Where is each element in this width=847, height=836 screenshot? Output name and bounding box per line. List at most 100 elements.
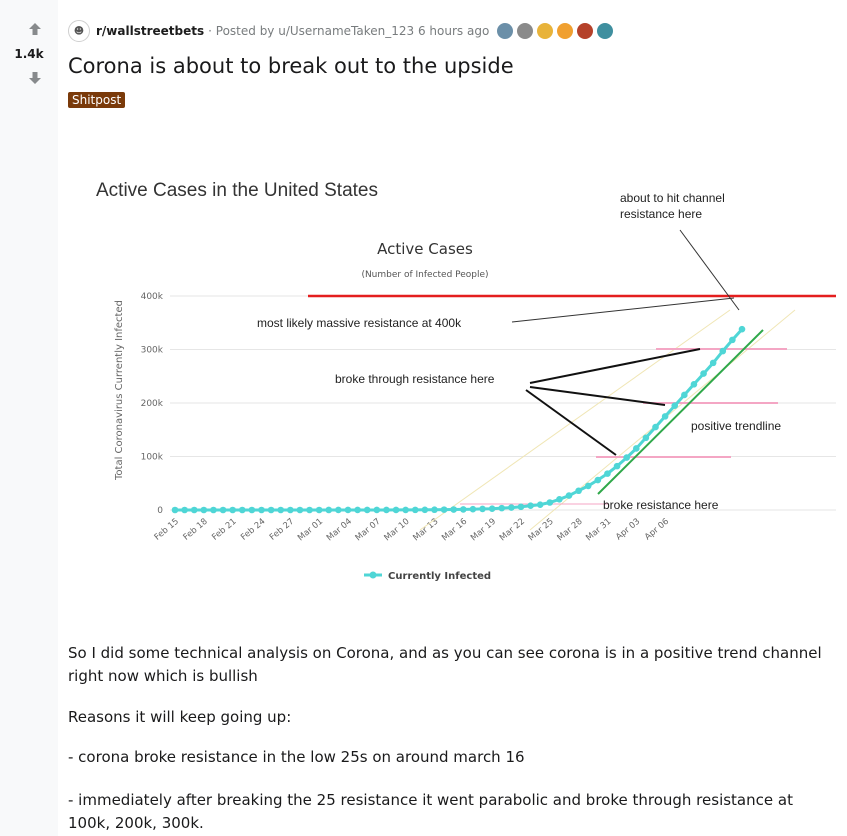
annotation-broke-resistance: broke resistance here [603,498,719,512]
data-point [623,454,630,461]
data-point [277,506,285,514]
x-tick-label: Feb 24 [239,517,267,543]
data-point [690,380,698,388]
data-point [681,391,688,399]
arrow-channel [679,229,740,311]
data-point [536,501,544,508]
vote-count: 1.4k [14,47,44,61]
data-point [556,496,563,503]
subreddit-link[interactable]: r/wallstreetbets [96,24,205,38]
data-point [642,434,650,442]
data-point [508,504,515,511]
annotation-massive: most likely massive resistance at 400k [257,316,462,330]
data-point [450,506,457,513]
data-point [460,506,467,513]
series-currently-infected [171,325,746,514]
data-point [373,506,381,514]
channel-upper-line [419,309,731,531]
data-point [738,325,746,333]
x-tick-label: Mar 22 [498,517,527,544]
arrow-broke-200k [529,386,666,406]
data-point [383,506,390,514]
y-axis-label: Total Coronavirus Currently Infected [114,300,125,481]
y-tick-label: 400k [141,292,164,302]
data-point [488,505,496,512]
data-point [210,506,217,514]
data-point [258,506,265,514]
arrow-massive [511,297,735,323]
body-paragraph-2: Reasons it will keep going up: [68,708,292,726]
chart-subtitle: (Number of Infected People) [361,270,488,280]
arrow-broke-100k [525,389,617,456]
data-point [546,499,554,506]
data-point [469,505,477,513]
data-point [229,506,236,514]
data-point [700,370,707,377]
post-image[interactable]: Active Cases in the United States Active… [60,160,847,600]
x-tick-label: Mar 04 [325,517,354,544]
data-point [287,506,294,514]
award-icon[interactable] [557,23,574,39]
data-point [575,487,582,495]
data-point [565,492,573,499]
annotation-channel-line1: about to hit channel [620,191,725,205]
data-point [671,402,679,409]
award-icon[interactable] [537,23,554,39]
x-tick-label: Feb 21 [210,517,238,543]
data-point [421,506,429,514]
y-tick-label: 200k [141,399,164,409]
data-point [661,413,669,420]
data-point [594,476,602,484]
data-point [219,506,227,514]
award-icon[interactable] [497,23,514,39]
y-tick-label: 300k [141,346,164,356]
arrow-broke-300k [529,348,701,384]
annotation-channel-line2: resistance here [620,207,702,221]
data-point [479,505,486,513]
x-tick-label: Apr 03 [614,517,642,543]
annotation-trendline: positive trendline [691,419,781,433]
data-point [431,506,438,514]
data-point [411,506,419,514]
chart-title: Active Cases [377,240,473,258]
data-point [344,506,352,514]
x-ticks: Feb 15 Feb 18 Feb 21 Feb 24 Feb 27 Mar 01 Mar … [153,517,671,544]
data-point [498,504,506,512]
awards [493,23,614,39]
y-tick-label: 0 [157,506,163,516]
award-icon[interactable] [577,23,594,39]
x-tick-label: Apr 06 [643,517,671,543]
data-point [729,336,736,344]
body-paragraph-1: So I did some technical analysis on Coro… [68,644,822,685]
data-point [440,506,448,513]
data-point [613,462,621,470]
data-point [517,503,525,511]
data-point [325,506,333,514]
data-point [652,423,659,431]
post-header: ☻ r/wallstreetbets · Posted by u/Usernam… [68,20,614,42]
upvote-icon[interactable] [28,22,42,36]
x-tick-label: Mar 28 [555,517,584,544]
x-tick-label: Mar 01 [296,517,325,544]
x-tick-label: Mar 16 [440,517,469,544]
series-line [175,328,744,512]
data-point [632,445,640,452]
data-point [604,470,611,477]
data-point [392,506,400,514]
vote-rail: 1.4k [0,0,58,836]
data-point [584,482,592,490]
x-tick-label: Mar 10 [382,517,411,544]
data-point [200,506,208,514]
data-point [190,506,198,514]
award-icon[interactable] [597,23,614,39]
data-point [315,506,323,514]
data-point [709,359,717,367]
positive-trendline [597,329,764,495]
data-point [354,506,361,514]
posted-by[interactable]: · Posted by u/UsernameTaken_123 6 hours … [208,24,490,38]
post-flair[interactable]: Shitpost [68,92,126,108]
subreddit-icon[interactable]: ☻ [68,20,90,42]
post-title[interactable]: Corona is about to break out to the upsi… [68,54,514,78]
award-icon[interactable] [517,23,534,39]
downvote-icon[interactable] [28,71,42,85]
